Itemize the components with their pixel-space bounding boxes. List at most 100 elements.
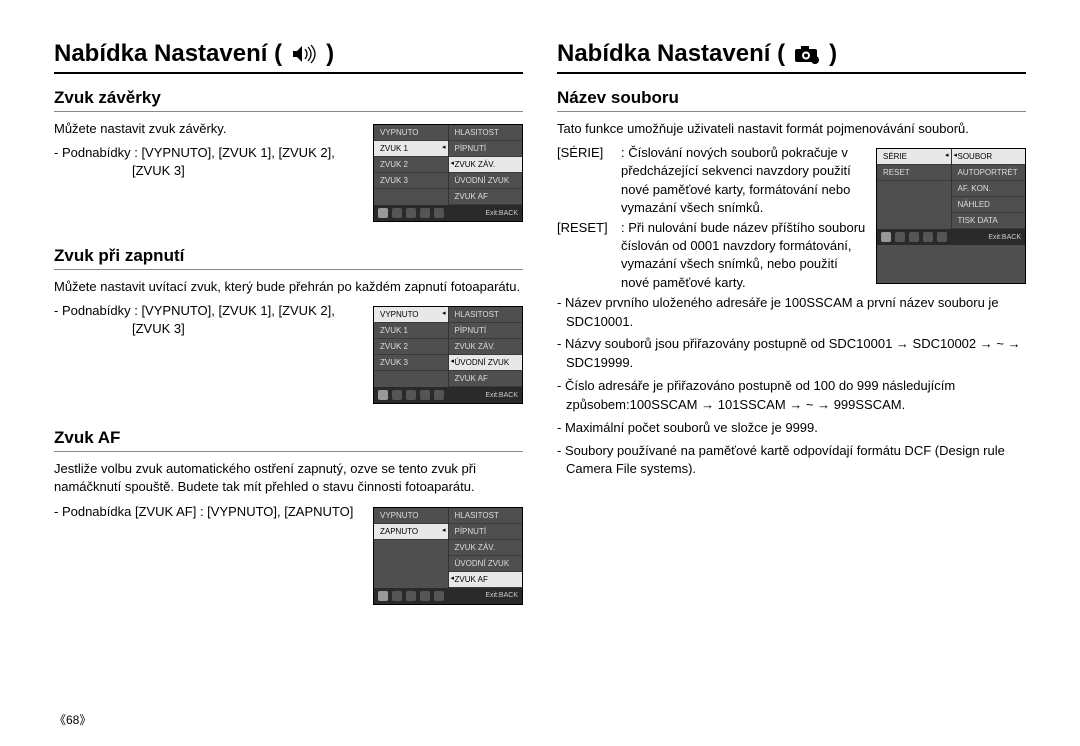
title-close: ) [326,40,334,68]
menu-footer: Exit:BACK [374,205,522,221]
menu-item: AUTOPORTRÉT [952,165,1026,181]
definition-row: [RESET]: Při nulování bude název příštíh… [557,219,866,292]
title-text: Nabídka Nastavení ( [557,40,785,68]
sub-line: [ZVUK 3] [54,320,363,338]
menu-item: VYPNUTO [374,307,448,323]
section-title: Zvuk závěrky [54,88,523,112]
menu-item: PÍPNUTÍ [449,323,523,339]
menu-item: ZVUK 3 [374,355,448,371]
section-title: Název souboru [557,88,1026,112]
right-column: Nabídka Nastavení ( ) Název souboru Tato… [557,40,1026,726]
footer-tab-icon [937,232,947,242]
note-item: Název prvního uloženého adresáře je 100S… [557,294,1026,332]
footer-tab-icon [895,232,905,242]
menu-item: TISK DATA [952,213,1026,229]
exit-label: Exit:BACK [485,210,518,217]
sub-line: - Podnabídky : [VYPNUTO], [ZVUK 1], [ZVU… [54,303,335,318]
footer-tab-icon [420,591,430,601]
section-title: Zvuk AF [54,428,523,452]
sub-line: - Podnabídky : [VYPNUTO], [ZVUK 1], [ZVU… [54,145,335,160]
submenu-list: - Podnabídka [ZVUK AF] : [VYPNUTO], [ZAP… [54,503,363,521]
footer-tab-icon [406,208,416,218]
footer-tab-icon [392,591,402,601]
footer-tab-icon [881,232,891,242]
footer-tab-icon [378,208,388,218]
footer-tab-icon [420,208,430,218]
menu-item: ZAPNUTO [374,524,448,540]
title-text: Nabídka Nastavení ( [54,40,282,68]
submenu-list: - Podnabídky : [VYPNUTO], [ZVUK 1], [ZVU… [54,302,363,338]
body-text: Můžete nastavit uvítací zvuk, který bude… [54,278,523,296]
menu-item: AF. KON. [952,181,1026,197]
sub-line: [ZVUK 3] [54,162,363,180]
menu-item: HLASITOST [449,125,523,141]
footer-tab-icon [406,591,416,601]
page-title-right: Nabídka Nastavení ( ) [557,40,1026,74]
menu-item: VYPNUTO [374,125,448,141]
definition-row: [SÉRIE]: Číslování nových souborů pokrač… [557,144,866,217]
footer-tab-icon [923,232,933,242]
speaker-icon [290,43,318,65]
menu-item: ZVUK 3 [374,173,448,189]
menu-footer: Exit:BACK [374,387,522,403]
footer-tab-icon [378,591,388,601]
menu-footer: Exit:BACK [877,229,1025,245]
menu-item: ZVUK AF [449,371,523,387]
exit-label: Exit:BACK [485,392,518,399]
menu-item: ÚVODNÍ ZVUK [449,556,523,572]
menu-item: ÚVODNÍ ZVUK [449,355,523,371]
definition-value: : Při nulování bude název příštího soubo… [621,219,866,292]
menu-item: HLASITOST [449,508,523,524]
body-text: Tato funkce umožňuje uživateli nastavit … [557,120,1026,138]
footer-tab-icon [909,232,919,242]
menu-item: PÍPNUTÍ [449,524,523,540]
definition-key: [SÉRIE] [557,144,621,217]
note-item: Číslo adresáře je přiřazováno postupně o… [557,377,1026,415]
submenu-list: - Podnabídky : [VYPNUTO], [ZVUK 1], [ZVU… [54,144,363,180]
footer-tab-icon [392,208,402,218]
menu-item: ZVUK ZÁV. [449,540,523,556]
footer-tab-icon [406,390,416,400]
page-title-left: Nabídka Nastavení ( ) [54,40,523,74]
exit-label: Exit:BACK [988,234,1021,241]
menu-item: HLASITOST [449,307,523,323]
body-text: Můžete nastavit zvuk závěrky. [54,120,363,138]
menu-item: SÉRIE [877,149,951,165]
section-title: Zvuk při zapnutí [54,246,523,270]
menu-item: ZVUK 1 [374,323,448,339]
menu-preview: VYPNUTOZAPNUTOHLASITOSTPÍPNUTÍZVUK ZÁV.Ú… [373,507,523,605]
exit-label: Exit:BACK [485,592,518,599]
menu-footer: Exit:BACK [374,588,522,604]
body-text: Jestliže volbu zvuk automatického ostřen… [54,460,523,496]
menu-item: VYPNUTO [374,508,448,524]
menu-item: ZVUK ZÁV. [449,157,523,173]
menu-item: NÁHLED [952,197,1026,213]
menu-preview: SÉRIERESETSOUBORAUTOPORTRÉTAF. KON.NÁHLE… [876,148,1026,284]
menu-item: PÍPNUTÍ [449,141,523,157]
menu-item: ÚVODNÍ ZVUK [449,173,523,189]
note-item: Soubory používané na paměťové kartě odpo… [557,442,1026,480]
footer-tab-icon [434,208,444,218]
note-item: Názvy souborů jsou přiřazovány postupně … [557,335,1026,373]
definition-value: : Číslování nových souborů pokračuje v p… [621,144,866,217]
menu-item: ZVUK AF [449,189,523,205]
menu-item: SOUBOR [952,149,1026,165]
footer-tab-icon [378,390,388,400]
menu-preview: VYPNUTOZVUK 1ZVUK 2ZVUK 3 HLASITOSTPÍPNUT… [373,124,523,222]
left-column: Nabídka Nastavení ( ) Zvuk závěrky Můžet… [54,40,523,726]
definition-table: [SÉRIE]: Číslování nových souborů pokrač… [557,144,866,292]
footer-tab-icon [434,591,444,601]
title-close: ) [829,40,837,68]
sub-line: - Podnabídka [ZVUK AF] : [VYPNUTO], [ZAP… [54,504,353,519]
camera-gear-icon [793,43,821,65]
menu-item: ZVUK AF [449,572,523,588]
menu-item: ZVUK 2 [374,157,448,173]
menu-item: ZVUK 2 [374,339,448,355]
menu-item: ZVUK 1 [374,141,448,157]
page-number: 《68》 [54,711,91,728]
menu-item: ZVUK ZÁV. [449,339,523,355]
definition-key: [RESET] [557,219,621,292]
footer-tab-icon [434,390,444,400]
footer-tab-icon [420,390,430,400]
menu-preview: VYPNUTOZVUK 1ZVUK 2ZVUK 3 HLASITOSTPÍPNUT… [373,306,523,404]
